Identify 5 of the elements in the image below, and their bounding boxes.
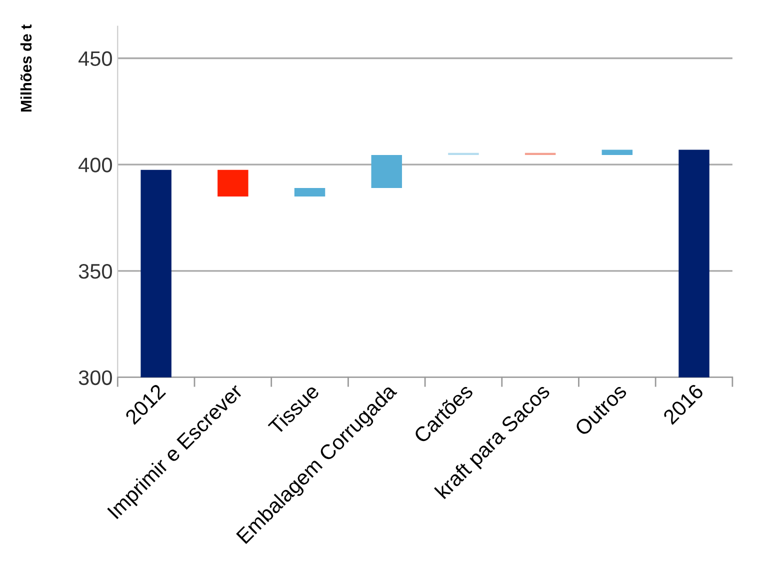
y-tick-label: 400 (78, 158, 112, 172)
y-axis-title: Milhões de t (20, 24, 32, 112)
y-tick-label: 300 (78, 370, 112, 386)
y-tick-label: 450 (78, 51, 112, 66)
y-tick-label: 350 (78, 264, 112, 279)
